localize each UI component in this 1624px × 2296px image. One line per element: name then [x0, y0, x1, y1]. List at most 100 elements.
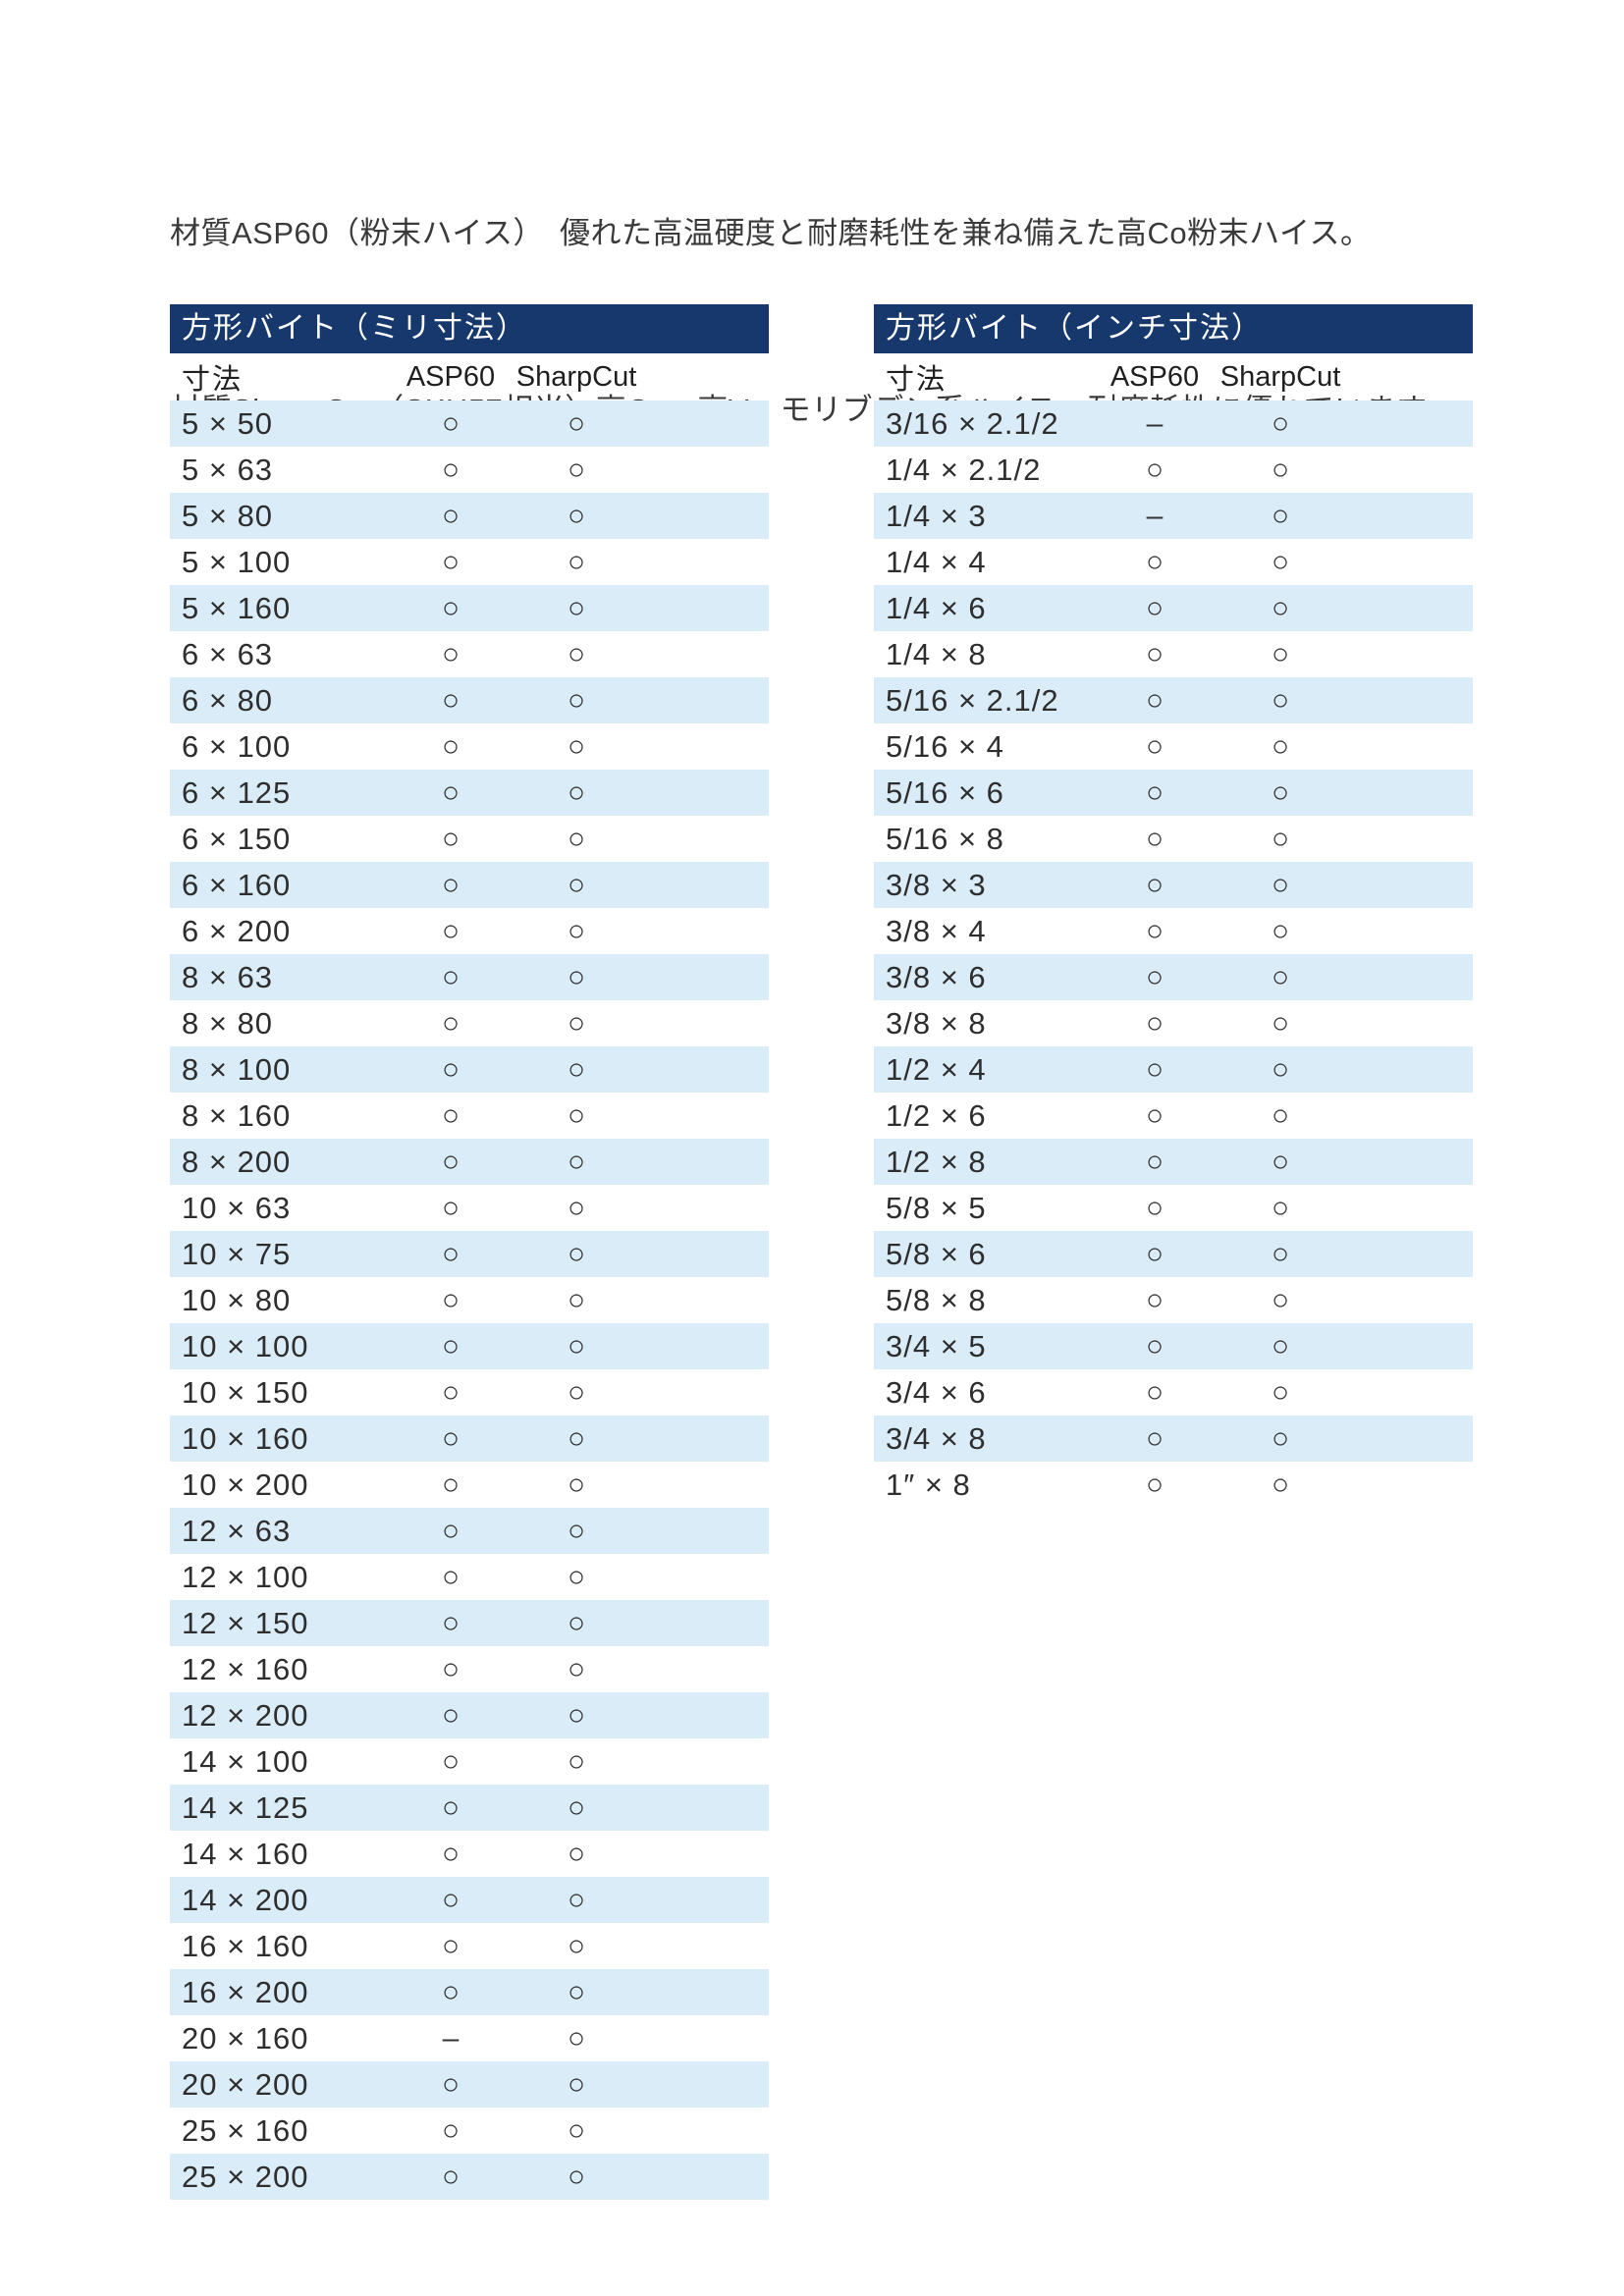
size-cell: 16 × 200 — [182, 1974, 309, 2009]
sharpcut-cell: ○ — [567, 775, 586, 809]
size-cell: 5/16 × 4 — [886, 728, 1004, 764]
size-cell: 3/8 × 6 — [886, 959, 987, 994]
sharpcut-cell: ○ — [567, 1237, 586, 1270]
size-cell: 1″ × 8 — [886, 1467, 971, 1502]
asp60-cell: ○ — [441, 1837, 460, 1870]
table-row: 12 × 100 ○ ○ — [170, 1554, 769, 1600]
asp60-cell: ○ — [1145, 729, 1164, 763]
asp60-cell: ○ — [1145, 1191, 1164, 1224]
sharpcut-cell: ○ — [1271, 1006, 1290, 1040]
asp60-cell: – — [1146, 406, 1164, 440]
asp60-cell: ○ — [441, 2113, 460, 2147]
asp60-cell: ○ — [1145, 453, 1164, 486]
sharpcut-cell: ○ — [567, 453, 586, 486]
asp60-cell: ○ — [441, 1790, 460, 1824]
table-row: 10 × 160 ○ ○ — [170, 1415, 769, 1462]
asp60-cell: ○ — [441, 1744, 460, 1778]
asp60-cell: ○ — [441, 1421, 460, 1455]
sharpcut-cell: ○ — [1271, 591, 1290, 624]
table-inch-title: 方形バイト（インチ寸法） — [874, 304, 1473, 353]
size-cell: 10 × 80 — [182, 1282, 292, 1317]
sharpcut-cell: ○ — [567, 1421, 586, 1455]
size-cell: 10 × 150 — [182, 1374, 309, 1410]
size-cell: 1/2 × 4 — [886, 1051, 987, 1087]
sharpcut-cell: ○ — [1271, 1421, 1290, 1455]
sharpcut-cell: ○ — [567, 1006, 586, 1040]
asp60-cell: ○ — [441, 1975, 460, 2008]
asp60-cell: ○ — [441, 914, 460, 947]
sharpcut-cell: ○ — [1271, 453, 1290, 486]
table-row: 3/8 × 6 ○ ○ — [874, 954, 1473, 1000]
table-inch-header-row: 寸法 ASP60 SharpCut — [874, 353, 1473, 400]
asp60-cell: ○ — [1145, 775, 1164, 809]
size-cell: 3/8 × 4 — [886, 913, 987, 948]
asp60-cell: ○ — [1145, 1375, 1164, 1409]
asp60-cell: ○ — [441, 1098, 460, 1132]
table-row: 5/16 × 6 ○ ○ — [874, 770, 1473, 816]
sharpcut-cell: ○ — [567, 683, 586, 717]
sharpcut-cell: ○ — [1271, 1191, 1290, 1224]
intro-line-1: 材質ASP60（粉末ハイス） 優れた高温硬度と耐磨耗性を兼ね備えた高Co粉末ハイ… — [170, 216, 1372, 250]
asp60-cell: ○ — [441, 1606, 460, 1639]
asp60-cell: ○ — [441, 406, 460, 440]
table-row: 3/16 × 2.1/2 – ○ — [874, 400, 1473, 447]
sharpcut-cell: ○ — [567, 1929, 586, 1962]
asp60-cell: ○ — [441, 1052, 460, 1086]
asp60-cell: ○ — [441, 1237, 460, 1270]
table-row: 10 × 200 ○ ○ — [170, 1462, 769, 1508]
size-cell: 1/4 × 4 — [886, 544, 987, 579]
table-row: 20 × 160 – ○ — [170, 2015, 769, 2061]
size-cell: 25 × 160 — [182, 2112, 309, 2148]
asp60-cell: ○ — [1145, 868, 1164, 901]
asp60-cell: ○ — [441, 960, 460, 993]
size-cell: 25 × 200 — [182, 2159, 309, 2194]
table-row: 6 × 63 ○ ○ — [170, 631, 769, 677]
sharpcut-cell: ○ — [567, 914, 586, 947]
size-cell: 1/2 × 8 — [886, 1144, 987, 1179]
size-cell: 8 × 80 — [182, 1005, 274, 1041]
asp60-cell: ○ — [1145, 637, 1164, 670]
size-cell: 1/4 × 6 — [886, 590, 987, 625]
size-cell: 20 × 200 — [182, 2066, 309, 2102]
sharpcut-cell: ○ — [1271, 637, 1290, 670]
size-cell: 3/8 × 3 — [886, 867, 987, 902]
asp60-cell: ○ — [1145, 591, 1164, 624]
size-cell: 5 × 160 — [182, 590, 292, 625]
asp60-cell: ○ — [1145, 683, 1164, 717]
size-cell: 10 × 200 — [182, 1467, 309, 1502]
table-row: 10 × 75 ○ ○ — [170, 1231, 769, 1277]
size-cell: 3/8 × 8 — [886, 1005, 987, 1041]
size-cell: 5/16 × 6 — [886, 774, 1004, 810]
asp60-cell: ○ — [441, 1883, 460, 1916]
size-cell: 6 × 125 — [182, 774, 292, 810]
sharpcut-cell: ○ — [1271, 729, 1290, 763]
table-row: 5 × 63 ○ ○ — [170, 447, 769, 493]
table-row: 25 × 160 ○ ○ — [170, 2108, 769, 2154]
table-row: 3/4 × 8 ○ ○ — [874, 1415, 1473, 1462]
table-row: 10 × 100 ○ ○ — [170, 1323, 769, 1369]
column-header-size: 寸法 — [182, 364, 244, 396]
table-row: 10 × 63 ○ ○ — [170, 1185, 769, 1231]
table-row: 12 × 150 ○ ○ — [170, 1600, 769, 1646]
sharpcut-cell: ○ — [567, 591, 586, 624]
asp60-cell: ○ — [441, 1191, 460, 1224]
size-cell: 3/4 × 5 — [886, 1328, 987, 1363]
sharpcut-cell: ○ — [567, 1975, 586, 2008]
table-row: 3/4 × 5 ○ ○ — [874, 1323, 1473, 1369]
size-cell: 5/16 × 8 — [886, 821, 1004, 856]
sharpcut-cell: ○ — [1271, 1098, 1290, 1132]
asp60-cell: ○ — [441, 868, 460, 901]
table-row: 1/4 × 6 ○ ○ — [874, 585, 1473, 631]
table-row: 3/4 × 6 ○ ○ — [874, 1369, 1473, 1415]
sharpcut-cell: ○ — [567, 2021, 586, 2055]
sharpcut-cell: ○ — [567, 1191, 586, 1224]
size-cell: 14 × 200 — [182, 1882, 309, 1917]
asp60-cell: ○ — [1145, 545, 1164, 578]
sharpcut-cell: ○ — [567, 1375, 586, 1409]
asp60-cell: ○ — [441, 453, 460, 486]
asp60-cell: ○ — [441, 1145, 460, 1178]
size-cell: 14 × 125 — [182, 1789, 309, 1825]
size-cell: 12 × 150 — [182, 1605, 309, 1640]
size-cell: 3/4 × 8 — [886, 1420, 987, 1456]
asp60-cell: ○ — [441, 499, 460, 532]
